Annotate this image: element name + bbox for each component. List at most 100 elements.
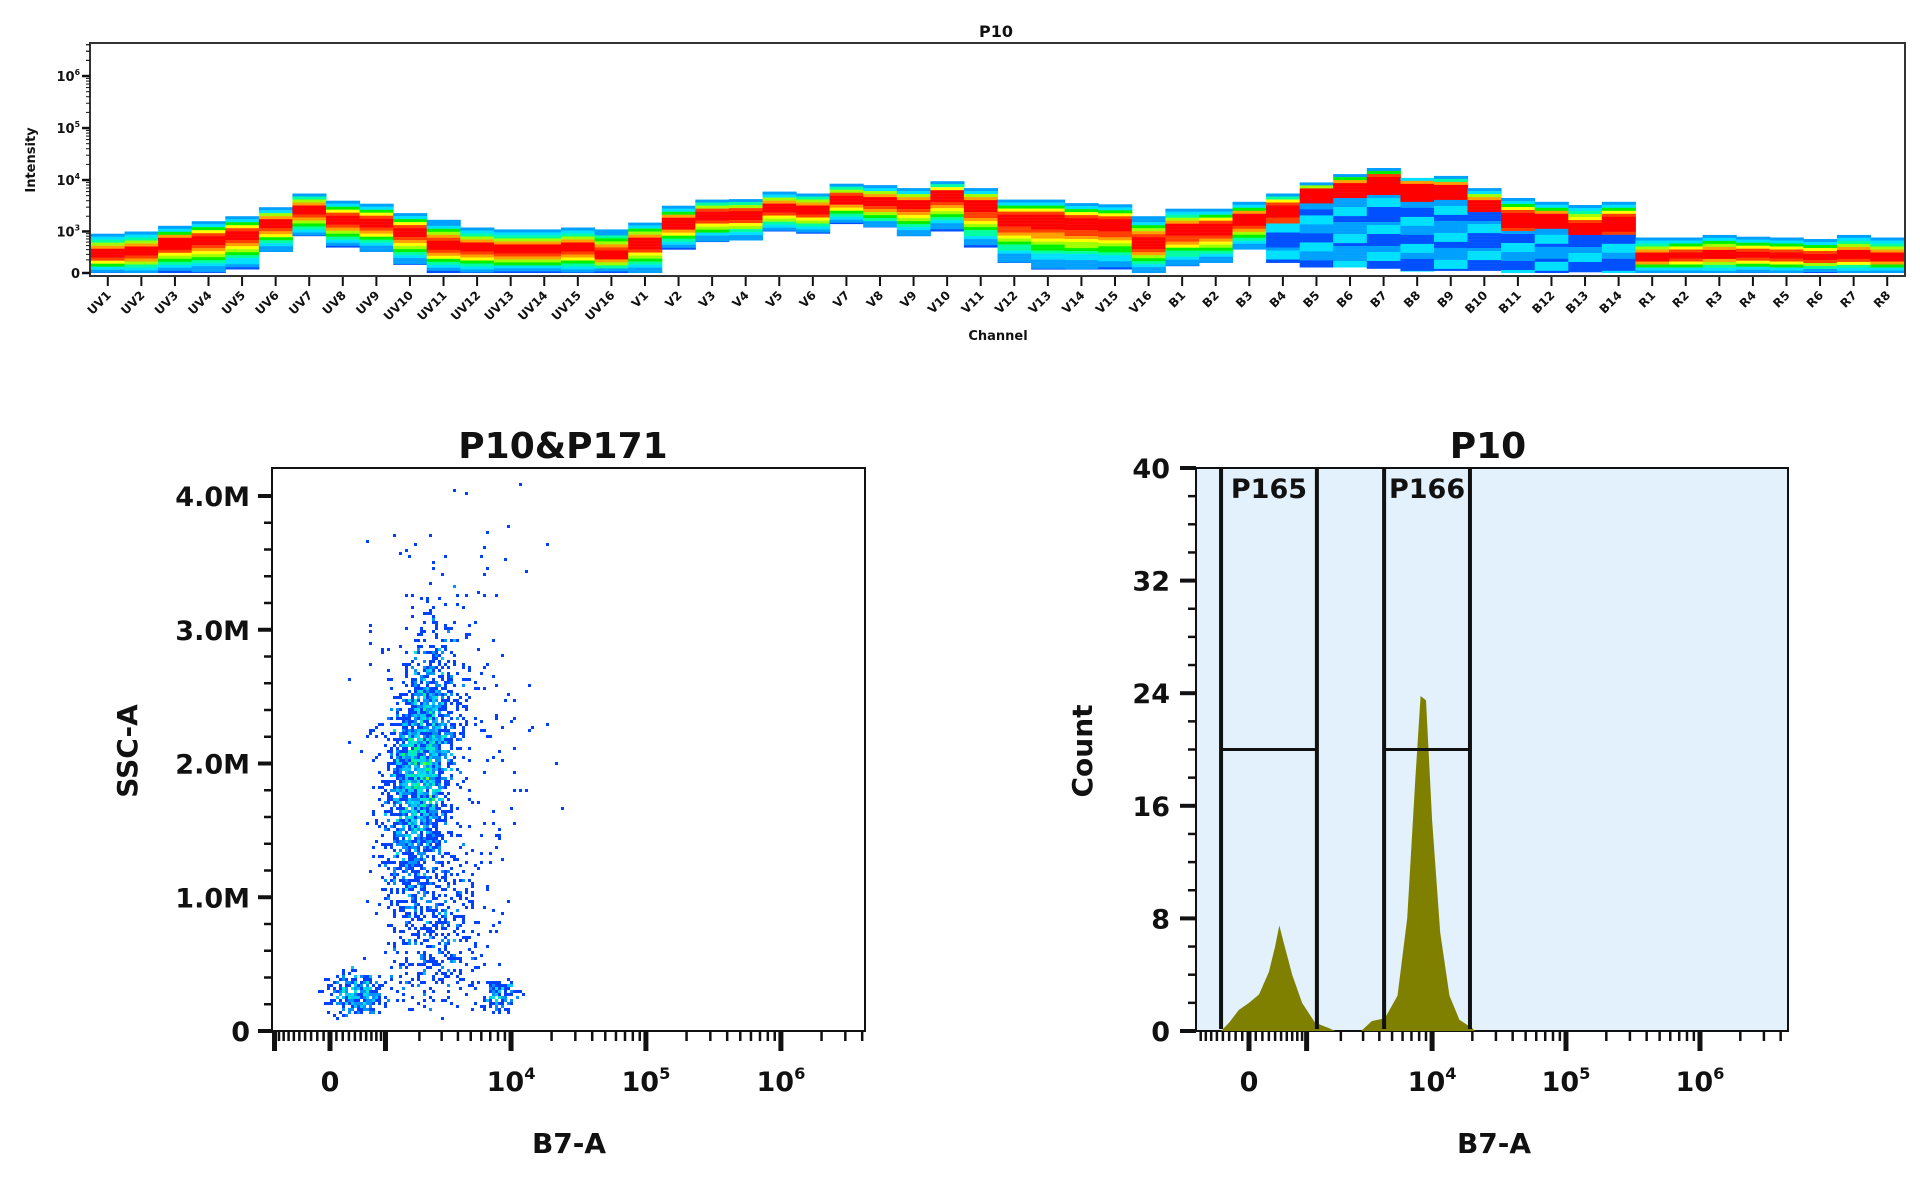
scatter-point [417, 714, 420, 717]
scatter-point [441, 687, 444, 690]
spectrum-band [1434, 178, 1469, 183]
spectrum-band [1400, 225, 1435, 230]
scatter-point [423, 798, 426, 801]
scatter-point [435, 828, 438, 831]
scatter-point [405, 723, 408, 726]
spectrum-band [1434, 199, 1469, 204]
spectrum-band [1870, 249, 1905, 253]
scatter-point [438, 738, 441, 741]
scatter-point [426, 807, 429, 810]
spectrum-band [1702, 267, 1737, 272]
spectrum-band [1299, 254, 1334, 258]
scatter-point [414, 792, 417, 795]
spectrum-band [863, 188, 898, 192]
spectrum-band [1836, 261, 1871, 266]
scatter-point [405, 816, 408, 819]
scatter-point [435, 744, 438, 747]
spectrum-band [628, 249, 663, 253]
scatter-point [411, 846, 414, 849]
scatter-point [438, 750, 441, 753]
scatter-point [405, 879, 408, 882]
spectrum-band [1165, 217, 1200, 221]
scatter-point [402, 663, 405, 666]
spectrum-band [124, 237, 159, 241]
spectrum-band [1165, 241, 1200, 245]
scatter-point [450, 711, 453, 714]
scatter-point [423, 747, 426, 750]
spectrum-band [91, 248, 126, 252]
spectrum-x-tick-label: R7 [1837, 288, 1859, 310]
scatter-point [459, 897, 462, 900]
scatter-point [402, 726, 405, 729]
scatter-point [405, 765, 408, 768]
scatter-point [444, 786, 447, 789]
scatter-point [405, 951, 408, 954]
scatter-point [405, 726, 408, 729]
spectrum-band [1769, 249, 1804, 253]
spectrum-band [1031, 247, 1066, 251]
scatter-point [408, 906, 411, 909]
scatter-point [447, 951, 450, 954]
scatter-point [429, 846, 432, 849]
scatter-point [432, 666, 435, 669]
spectrum-band [1434, 187, 1469, 192]
spectrum-band [762, 227, 797, 231]
spectrum-band [359, 236, 394, 240]
scatter-point [435, 687, 438, 690]
scatter-point [411, 897, 414, 900]
scatter-point [423, 762, 426, 765]
scatter-point [417, 672, 420, 675]
scatter-point [402, 858, 405, 861]
scatter-point [438, 942, 441, 945]
scatter-point [435, 843, 438, 846]
scatter-point [411, 861, 414, 864]
spectrum-band [393, 261, 428, 265]
scatter-point [426, 798, 429, 801]
scatter-point [348, 996, 351, 999]
scatter-point [372, 1011, 375, 1014]
scatter-point [414, 756, 417, 759]
spectrum-band [1165, 214, 1200, 218]
scatter-point [432, 744, 435, 747]
scatter-point [372, 759, 375, 762]
spectrum-band [1601, 228, 1636, 232]
scatter-point [408, 690, 411, 693]
scatter-point [387, 750, 390, 753]
spectrum-band [863, 203, 898, 207]
scatter-point [405, 714, 408, 717]
scatter-point [429, 699, 432, 702]
spectrum-band [997, 241, 1032, 245]
spectrum-band [896, 197, 931, 201]
scatter-point [393, 831, 396, 834]
spectrum-band [930, 199, 965, 203]
scatter-point [441, 978, 444, 981]
spectrum-band [258, 210, 293, 214]
scatter-point [423, 774, 426, 777]
scatter-point [420, 726, 423, 729]
scatter-point [438, 969, 441, 972]
scatter-point [423, 711, 426, 714]
scatter-point [426, 879, 429, 882]
scatter-point [405, 972, 408, 975]
scatter-point [390, 843, 393, 846]
spectrum-band [1467, 230, 1502, 234]
spectrum-band [1031, 232, 1066, 236]
scatter-point [336, 1002, 339, 1005]
spectrum-band [695, 223, 730, 227]
spectrum-band [1434, 250, 1469, 255]
scatter-point [447, 924, 450, 927]
spectrum-band [1870, 243, 1905, 247]
spectrum-band [124, 270, 159, 273]
scatter-point [420, 720, 423, 723]
spectrum-band [1266, 202, 1301, 206]
scatter-point [360, 1005, 363, 1008]
spectrum-column-UV13 [493, 229, 528, 273]
scatter-point [423, 873, 426, 876]
scatter-point [438, 783, 441, 786]
spectrum-band [292, 226, 327, 230]
spectrum-band [1064, 254, 1099, 258]
spectrum-column-R4 [1736, 236, 1771, 273]
spectrum-band [1366, 237, 1401, 241]
scatter-point [489, 735, 492, 738]
